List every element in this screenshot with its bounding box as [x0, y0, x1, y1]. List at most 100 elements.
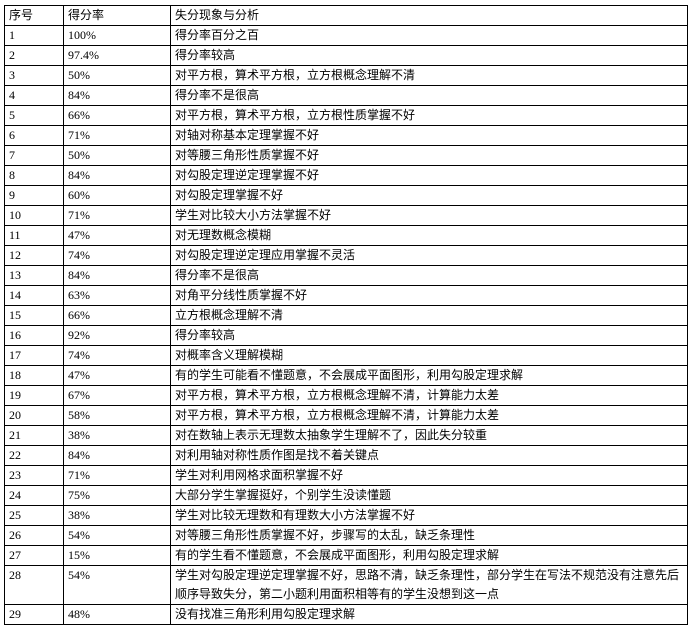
- table-row: 20 58% 对平方根，算术平方根，立方根概念理解不清，计算能力太差: [4, 405, 688, 426]
- cell-score-rate: 71%: [63, 125, 171, 146]
- header-row: 序号 得分率 失分现象与分析: [4, 5, 688, 26]
- cell-score-rate: 97.4%: [63, 45, 171, 66]
- cell-index: 22: [4, 445, 64, 466]
- cell-analysis: 有的学生看不懂题意，不会展成平面图形，利用勾股定理求解: [170, 545, 688, 566]
- cell-analysis: 对平方根，算术平方根，立方根概念理解不清: [170, 65, 688, 86]
- cell-analysis: 对平方根，算术平方根，立方根性质掌握不好: [170, 105, 688, 126]
- table-row: 14 63% 对角平分线性质掌握不好: [4, 285, 688, 306]
- table-row: 2 97.4% 得分率较高: [4, 45, 688, 66]
- cell-score-rate: 38%: [63, 505, 171, 526]
- header-index: 序号: [4, 5, 64, 26]
- cell-index: 3: [4, 65, 64, 86]
- cell-index: 20: [4, 405, 64, 426]
- cell-analysis: 对角平分线性质掌握不好: [170, 285, 688, 306]
- cell-score-rate: 50%: [63, 65, 171, 86]
- cell-score-rate: 71%: [63, 205, 171, 226]
- cell-analysis: 得分率不是很高: [170, 265, 688, 286]
- cell-score-rate: 63%: [63, 285, 171, 306]
- table-row: 21 38% 对在数轴上表示无理数太抽象学生理解不了，因此失分较重: [4, 425, 688, 446]
- cell-score-rate: 15%: [63, 545, 171, 566]
- cell-index: 4: [4, 85, 64, 106]
- cell-index: 10: [4, 205, 64, 226]
- cell-analysis: 学生对勾股定理逆定理掌握不好，思路不清，缺乏条理性，部分学生在写法不规范没有注意…: [170, 565, 688, 605]
- table-row: 3 50% 对平方根，算术平方根，立方根概念理解不清: [4, 65, 688, 86]
- cell-analysis: 对勾股定理逆定理掌握不好: [170, 165, 688, 186]
- cell-index: 18: [4, 365, 64, 386]
- cell-score-rate: 84%: [63, 85, 171, 106]
- table-row: 6 71% 对轴对称基本定理掌握不好: [4, 125, 688, 146]
- cell-score-rate: 66%: [63, 305, 171, 326]
- cell-score-rate: 54%: [63, 565, 171, 605]
- cell-analysis: 对勾股定理逆定理应用掌握不灵活: [170, 245, 688, 266]
- table-row: 19 67% 对平方根，算术平方根，立方根概念理解不清，计算能力太差: [4, 385, 688, 406]
- cell-analysis: 学生对比较无理数和有理数大小方法掌握不好: [170, 505, 688, 526]
- table-row: 10 71% 学生对比较大小方法掌握不好: [4, 205, 688, 226]
- header-score-rate: 得分率: [63, 5, 171, 26]
- cell-index: 6: [4, 125, 64, 146]
- cell-index: 9: [4, 185, 64, 206]
- cell-index: 29: [4, 604, 64, 625]
- table-row: 5 66% 对平方根，算术平方根，立方根性质掌握不好: [4, 105, 688, 126]
- cell-index: 1: [4, 25, 64, 46]
- cell-analysis: 对概率含义理解模糊: [170, 345, 688, 366]
- cell-index: 17: [4, 345, 64, 366]
- cell-analysis: 对无理数概念模糊: [170, 225, 688, 246]
- cell-index: 8: [4, 165, 64, 186]
- cell-analysis: 得分率较高: [170, 325, 688, 346]
- cell-analysis: 对勾股定理掌握不好: [170, 185, 688, 206]
- table-row: 18 47% 有的学生可能看不懂题意，不会展成平面图形，利用勾股定理求解: [4, 365, 688, 386]
- table-row: 13 84% 得分率不是很高: [4, 265, 688, 286]
- cell-index: 28: [4, 565, 64, 605]
- cell-score-rate: 100%: [63, 25, 171, 46]
- cell-index: 26: [4, 525, 64, 546]
- cell-index: 19: [4, 385, 64, 406]
- table-body: 1 100% 得分率百分之百 2 97.4% 得分率较高 3 50% 对平方根，算术平方根，立方…: [4, 25, 688, 625]
- cell-analysis: 学生对比较大小方法掌握不好: [170, 205, 688, 226]
- cell-score-rate: 58%: [63, 405, 171, 426]
- cell-score-rate: 54%: [63, 525, 171, 546]
- table-row: 15 66% 立方根概念理解不清: [4, 305, 688, 326]
- cell-score-rate: 71%: [63, 465, 171, 486]
- cell-index: 2: [4, 45, 64, 66]
- cell-analysis: 学生对利用网格求面积掌握不好: [170, 465, 688, 486]
- cell-index: 14: [4, 285, 64, 306]
- cell-index: 25: [4, 505, 64, 526]
- cell-index: 21: [4, 425, 64, 446]
- cell-score-rate: 60%: [63, 185, 171, 206]
- cell-score-rate: 67%: [63, 385, 171, 406]
- cell-analysis: 没有找准三角形利用勾股定理求解: [170, 604, 688, 625]
- table-row: 16 92% 得分率较高: [4, 325, 688, 346]
- cell-analysis: 得分率百分之百: [170, 25, 688, 46]
- cell-score-rate: 38%: [63, 425, 171, 446]
- score-analysis-table: 序号 得分率 失分现象与分析 1 100% 得分率百分之百 2 97.4% 得分率较高 3 5…: [4, 5, 688, 625]
- cell-analysis: 对等腰三角形性质掌握不好，步骤写的太乱，缺乏条理性: [170, 525, 688, 546]
- cell-score-rate: 84%: [63, 165, 171, 186]
- table-row: 23 71% 学生对利用网格求面积掌握不好: [4, 465, 688, 486]
- cell-analysis: 对平方根，算术平方根，立方根概念理解不清，计算能力太差: [170, 405, 688, 426]
- cell-index: 12: [4, 245, 64, 266]
- cell-index: 23: [4, 465, 64, 486]
- table-row: 1 100% 得分率百分之百: [4, 25, 688, 46]
- table-row: 11 47% 对无理数概念模糊: [4, 225, 688, 246]
- cell-analysis: 得分率不是很高: [170, 85, 688, 106]
- table-row: 28 54% 学生对勾股定理逆定理掌握不好，思路不清，缺乏条理性，部分学生在写法不规…: [4, 565, 688, 605]
- table-row: 27 15% 有的学生看不懂题意，不会展成平面图形，利用勾股定理求解: [4, 545, 688, 566]
- cell-index: 27: [4, 545, 64, 566]
- cell-score-rate: 84%: [63, 445, 171, 466]
- cell-analysis: 立方根概念理解不清: [170, 305, 688, 326]
- table-row: 8 84% 对勾股定理逆定理掌握不好: [4, 165, 688, 186]
- table-row: 7 50% 对等腰三角形性质掌握不好: [4, 145, 688, 166]
- table-row: 25 38% 学生对比较无理数和有理数大小方法掌握不好: [4, 505, 688, 526]
- table-row: 22 84% 对利用轴对称性质作图是找不着关键点: [4, 445, 688, 466]
- cell-index: 15: [4, 305, 64, 326]
- table-row: 24 75% 大部分学生掌握挺好，个别学生没读懂题: [4, 485, 688, 506]
- table-row: 9 60% 对勾股定理掌握不好: [4, 185, 688, 206]
- cell-analysis: 对利用轴对称性质作图是找不着关键点: [170, 445, 688, 466]
- cell-score-rate: 75%: [63, 485, 171, 506]
- cell-index: 11: [4, 225, 64, 246]
- cell-index: 13: [4, 265, 64, 286]
- cell-analysis: 得分率较高: [170, 45, 688, 66]
- cell-score-rate: 50%: [63, 145, 171, 166]
- cell-analysis: 对轴对称基本定理掌握不好: [170, 125, 688, 146]
- cell-analysis: 对等腰三角形性质掌握不好: [170, 145, 688, 166]
